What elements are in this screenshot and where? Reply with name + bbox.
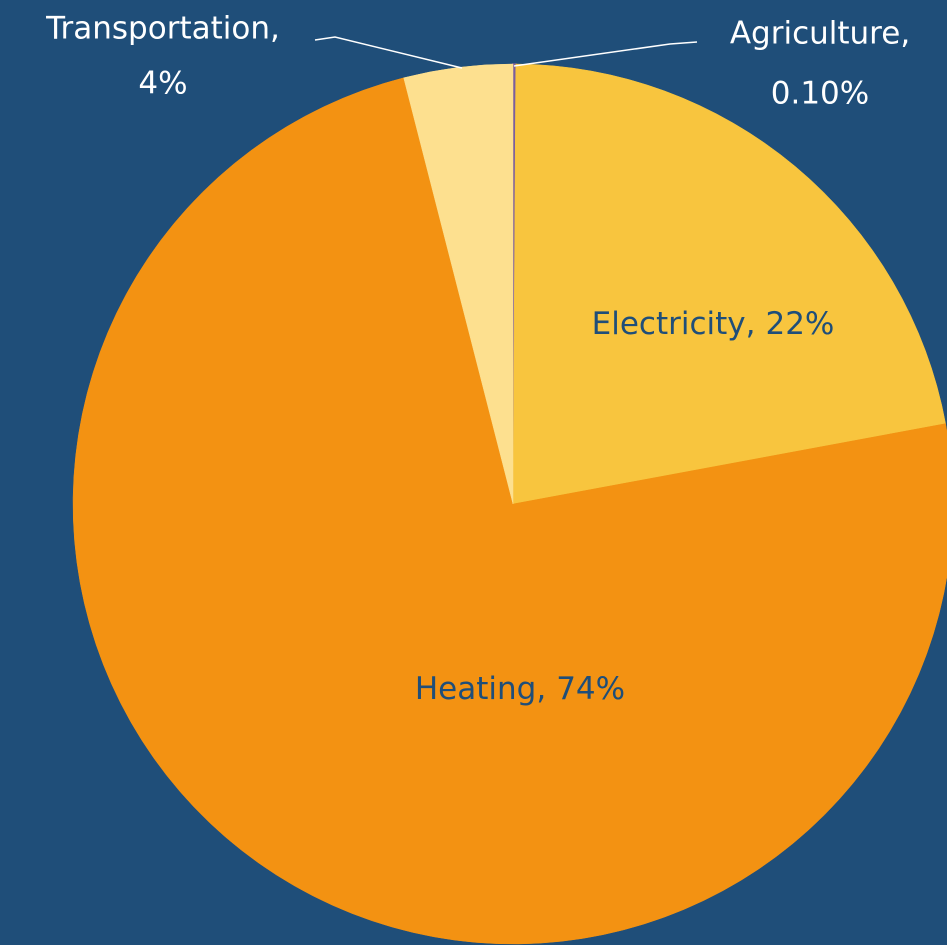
- pie-slice: [72, 77, 947, 945]
- leader-line: [513, 41, 698, 67]
- category-label: Heating,: [415, 671, 546, 707]
- value-label: 74%: [556, 671, 625, 707]
- category-label: Transportation,: [45, 11, 280, 47]
- value-label: 4%: [138, 66, 187, 102]
- data-label: Heating, 74%: [415, 671, 625, 707]
- leader-line: [314, 36, 463, 69]
- pie-slice: [512, 63, 946, 505]
- category-label: Electricity,: [592, 306, 756, 342]
- category-label: Agriculture,: [730, 16, 910, 52]
- data-label: Electricity, 22%: [592, 306, 835, 342]
- value-label: 22%: [765, 306, 834, 342]
- value-label: 0.10%: [771, 76, 869, 112]
